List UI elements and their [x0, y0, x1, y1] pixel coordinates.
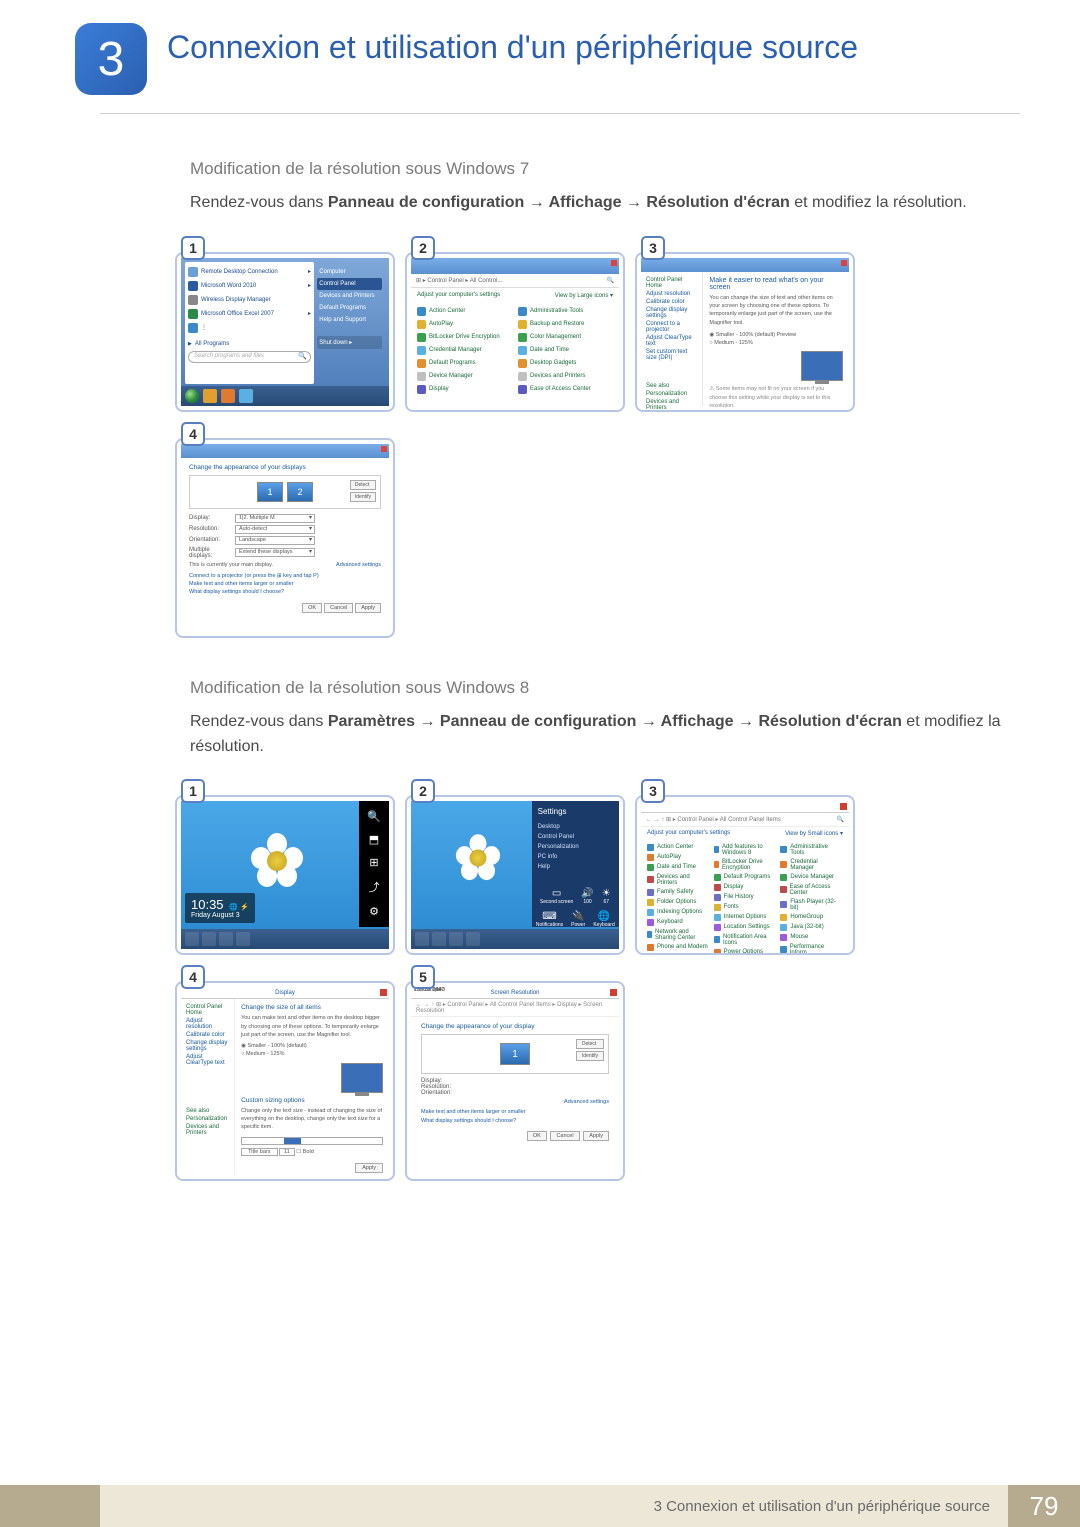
step-number: 2 — [411, 236, 435, 260]
path-bold: Paramètres → Panneau de configuration → … — [328, 713, 902, 730]
settings-pane: Settings DesktopControl PanelPersonaliza… — [532, 801, 619, 927]
path-bold: Panneau de configuration → Affichage → R… — [328, 194, 790, 211]
menu-item: Computer — [317, 266, 382, 278]
page-number: 79 — [1008, 1485, 1080, 1527]
win8-subheading: Modification de la résolution sous Windo… — [190, 678, 1020, 698]
win7-shot-3: 3 Control Panel Home Adjust resolutionCa… — [635, 236, 855, 412]
startmenu-left: Remote Desktop Connection▸ Microsoft Wor… — [185, 262, 314, 384]
win8-charms-screenshot: 🔍 ⬒ ⊞ ⤴ ⚙ 10:35 🌐 ⚡ Friday August 3 — [181, 801, 389, 949]
step-number: 3 — [641, 779, 665, 803]
step-number: 1 — [181, 779, 205, 803]
startmenu-right: Computer Control Panel Devices and Print… — [314, 262, 385, 384]
menu-item: Devices and Printers — [317, 290, 382, 302]
start-icon: ⊞ — [369, 856, 378, 869]
page-footer: 3 Connexion et utilisation d'un périphér… — [0, 1485, 1080, 1527]
footer-text: 3 Connexion et utilisation d'un périphér… — [100, 1485, 1008, 1527]
menu-item: Microsoft Word 2010 — [201, 283, 256, 289]
win8-shot-3: 3 ← → ↑ ⊞ ▸ Control Panel ▸ All Control … — [635, 779, 855, 955]
win8-shot-1: 1 🔍 ⬒ ⊞ ⤴ ⚙ 10:35 🌐 ⚡ Friday August 3 — [175, 779, 395, 955]
win8-allcp-screenshot: ← → ↑ ⊞ ▸ Control Panel ▸ All Control Pa… — [641, 801, 849, 949]
monitor-icon — [801, 351, 843, 381]
menu-item-highlighted: Control Panel — [317, 278, 382, 290]
win7-subheading: Modification de la résolution sous Windo… — [190, 159, 1020, 179]
win8-shot-2: 2 Settings DesktopControl PanelPersonali… — [405, 779, 625, 955]
win7-shot-4: 4 Change the appearance of your displays… — [175, 422, 395, 638]
taskbar — [411, 929, 619, 949]
search-icon: 🔍 — [367, 810, 381, 823]
taskbar — [181, 929, 389, 949]
win7-shot-1: 1 Remote Desktop Connection▸ Microsoft W… — [175, 236, 395, 412]
monitor-icon — [341, 1063, 383, 1093]
win8-shot-4: 4 Display Control Panel Home Adjust reso… — [175, 965, 395, 1181]
win7-startmenu-screenshot: Remote Desktop Connection▸ Microsoft Wor… — [181, 258, 389, 406]
step-number: 2 — [411, 779, 435, 803]
chapter-title: Connexion et utilisation d'un périphériq… — [167, 25, 858, 67]
taskbar — [181, 386, 389, 406]
win8-shot-5: 5 Screen Resolution ← → ↑ ⊞ ▸ Control Pa… — [405, 965, 625, 1181]
win7-resolution-screenshot: Change the appearance of your displays 1… — [181, 444, 389, 632]
menu-item: Help and Support — [317, 314, 382, 326]
menu-item: Microsoft Office Excel 2007 — [201, 311, 274, 317]
step-number: 4 — [181, 422, 205, 446]
step-number: 5 — [411, 965, 435, 989]
wallpaper-flower-icon — [267, 851, 287, 871]
menu-item: Wireless Display Manager — [201, 297, 271, 303]
chapter-header: 3 Connexion et utilisation d'un périphér… — [100, 25, 1020, 114]
win8-instruction: Rendez-vous dans Paramètres → Panneau de… — [190, 710, 1020, 760]
win8-display-screenshot: Display Control Panel Home Adjust resolu… — [181, 987, 389, 1175]
shutdown: Shut down ▸ — [317, 336, 382, 349]
menu-item: ⋮ — [201, 324, 207, 331]
text: Rendez-vous dans — [190, 194, 328, 211]
win7-screenshot-grid: 1 Remote Desktop Connection▸ Microsoft W… — [175, 236, 915, 638]
manual-page: 3 Connexion et utilisation d'un périphér… — [0, 0, 1080, 1527]
menu-item: Default Programs — [317, 302, 382, 314]
search-input: Search programs and files — [188, 351, 311, 363]
win8-screenshot-grid: 1 🔍 ⬒ ⊞ ⤴ ⚙ 10:35 🌐 ⚡ Friday August 3 — [175, 779, 915, 1181]
menu-item: Remote Desktop Connection — [201, 269, 278, 275]
charms-bar: 🔍 ⬒ ⊞ ⤴ ⚙ — [359, 801, 389, 927]
win7-instruction: Rendez-vous dans Panneau de configuratio… — [190, 191, 1020, 216]
all-programs: All Programs — [188, 341, 311, 347]
chapter-number-badge: 3 — [75, 23, 147, 95]
win8-settings-screenshot: Settings DesktopControl PanelPersonaliza… — [411, 801, 619, 949]
clock-overlay: 10:35 🌐 ⚡ Friday August 3 — [185, 893, 255, 923]
step-number: 3 — [641, 236, 665, 260]
win7-display-screenshot: Control Panel Home Adjust resolutionCali… — [641, 258, 849, 406]
step-number: 4 — [181, 965, 205, 989]
text: et modifiez la résolution. — [790, 194, 967, 211]
devices-icon: ⤴ — [369, 879, 380, 895]
text: Rendez-vous dans — [190, 713, 328, 730]
cp-col: Action CenterAutoPlayBitLocker Drive Enc… — [417, 305, 512, 396]
step-number: 1 — [181, 236, 205, 260]
win8-resolution-screenshot: Screen Resolution ← → ↑ ⊞ ▸ Control Pane… — [411, 987, 619, 1175]
win7-controlpanel-screenshot: ⊞ ▸ Control Panel ▸ All Control...🔍 Adju… — [411, 258, 619, 406]
settings-icon: ⚙ — [369, 905, 379, 918]
win7-shot-2: 2 ⊞ ▸ Control Panel ▸ All Control...🔍 Ad… — [405, 236, 625, 412]
start-orb-icon — [185, 389, 199, 403]
cp-col: Administrative ToolsBackup and RestoreCo… — [518, 305, 613, 396]
share-icon: ⬒ — [369, 833, 379, 846]
